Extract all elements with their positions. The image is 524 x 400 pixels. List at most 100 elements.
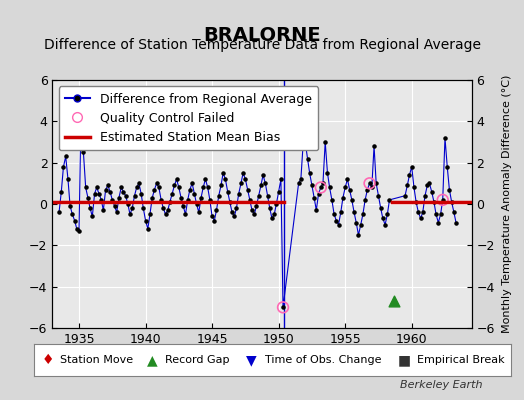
Point <box>163 207 172 214</box>
Point <box>361 197 369 203</box>
Point <box>122 192 130 199</box>
Text: Berkeley Earth: Berkeley Earth <box>400 380 482 390</box>
Point <box>299 143 307 149</box>
Point <box>350 209 358 216</box>
Point <box>336 209 345 216</box>
Point <box>77 98 85 104</box>
Point <box>205 197 214 203</box>
Point <box>277 176 285 182</box>
Point <box>185 186 194 193</box>
Point <box>237 180 245 186</box>
Point <box>345 186 354 193</box>
Point <box>188 180 196 186</box>
Point <box>417 215 425 222</box>
Point <box>441 135 449 141</box>
Point <box>356 222 365 228</box>
Point <box>72 226 81 232</box>
Point <box>241 176 249 182</box>
Point <box>428 188 436 195</box>
Point <box>108 197 116 203</box>
Point <box>297 176 305 182</box>
Point <box>259 172 267 178</box>
Point <box>310 195 319 201</box>
Point <box>95 190 103 197</box>
Point <box>212 207 221 214</box>
Point <box>181 211 190 218</box>
Point <box>279 304 287 310</box>
Point <box>314 190 323 197</box>
Point <box>192 201 201 207</box>
Point <box>197 195 205 201</box>
Point <box>70 217 79 224</box>
Point <box>401 192 409 199</box>
Point <box>443 164 452 170</box>
Point <box>133 184 141 191</box>
Point <box>179 203 188 209</box>
Point <box>159 205 168 211</box>
Point <box>374 192 383 199</box>
Point <box>352 219 361 226</box>
Point <box>152 180 161 186</box>
Point <box>119 188 127 195</box>
Point <box>146 211 154 218</box>
Point <box>221 176 230 182</box>
Point <box>102 186 110 193</box>
Point <box>157 197 165 203</box>
Point <box>332 217 341 224</box>
Point <box>248 207 256 214</box>
Point <box>228 209 236 216</box>
Point <box>354 232 363 238</box>
Point <box>117 184 125 191</box>
Point <box>148 195 156 201</box>
Point <box>365 180 374 186</box>
Point <box>330 211 339 218</box>
Point <box>434 219 443 226</box>
Text: BRALORNE: BRALORNE <box>203 26 321 45</box>
Point <box>272 201 280 207</box>
Point <box>343 176 352 182</box>
Point <box>321 139 330 145</box>
Point <box>390 298 399 304</box>
Point <box>264 192 272 199</box>
Point <box>126 211 134 218</box>
Text: Time of Obs. Change: Time of Obs. Change <box>265 355 381 365</box>
Point <box>183 197 192 203</box>
Point <box>359 211 367 218</box>
Point <box>319 180 327 186</box>
Point <box>106 188 114 195</box>
Point <box>135 180 143 186</box>
Point <box>64 176 72 182</box>
Point <box>79 149 88 156</box>
Point <box>246 197 254 203</box>
Point <box>432 211 440 218</box>
Point <box>414 209 422 216</box>
Point <box>57 188 66 195</box>
Point <box>166 199 174 205</box>
Point <box>279 304 287 310</box>
Point <box>381 222 389 228</box>
Point <box>403 182 411 189</box>
Point <box>377 205 385 211</box>
Point <box>223 188 232 195</box>
Point <box>232 205 241 211</box>
Point <box>170 182 179 189</box>
Y-axis label: Monthly Temperature Anomaly Difference (°C): Monthly Temperature Anomaly Difference (… <box>502 75 512 333</box>
Point <box>341 184 350 191</box>
Point <box>257 182 265 189</box>
Point <box>439 197 447 203</box>
Point <box>328 197 336 203</box>
Point <box>55 209 63 216</box>
Text: Empirical Break: Empirical Break <box>417 355 504 365</box>
Point <box>201 176 210 182</box>
Point <box>270 211 278 218</box>
Point <box>115 195 123 201</box>
Point <box>305 170 314 176</box>
Point <box>210 217 219 224</box>
Point <box>312 207 321 214</box>
Point <box>408 164 416 170</box>
Point <box>421 192 429 199</box>
Point <box>252 203 260 209</box>
Point <box>111 203 119 209</box>
Point <box>316 184 325 191</box>
Point <box>405 172 413 178</box>
